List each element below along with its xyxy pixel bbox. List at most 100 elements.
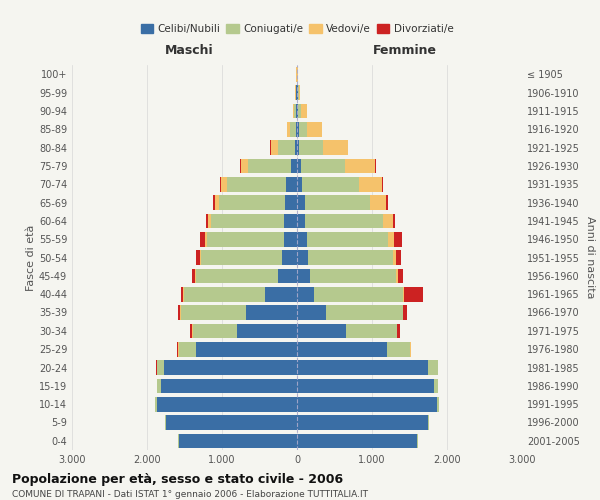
Bar: [297, 104, 298, 118]
Bar: [291, 158, 297, 173]
Bar: [166, 415, 297, 430]
Bar: [178, 305, 181, 320]
Bar: [282, 250, 297, 265]
Bar: [294, 104, 296, 118]
Bar: [195, 268, 196, 283]
Bar: [297, 305, 325, 320]
Bar: [181, 287, 184, 302]
Bar: [277, 140, 295, 155]
Bar: [297, 177, 302, 192]
Bar: [397, 250, 401, 265]
Bar: [325, 305, 403, 320]
Bar: [314, 287, 403, 302]
Bar: [286, 177, 297, 192]
Bar: [239, 158, 241, 173]
Bar: [296, 104, 297, 118]
Bar: [214, 195, 215, 210]
Y-axis label: Fasce di età: Fasce di età: [26, 224, 36, 290]
Legend: Celibi/Nubili, Coniugati/e, Vedovi/e, Divorziati/e: Celibi/Nubili, Coniugati/e, Vedovi/e, Di…: [136, 20, 458, 38]
Bar: [164, 415, 166, 430]
Bar: [157, 397, 297, 411]
Bar: [297, 342, 387, 356]
Bar: [207, 232, 284, 246]
Bar: [163, 360, 297, 375]
Bar: [205, 232, 207, 246]
Bar: [181, 305, 246, 320]
Bar: [248, 158, 291, 173]
Bar: [298, 85, 299, 100]
Bar: [227, 177, 286, 192]
Bar: [178, 434, 179, 448]
Bar: [208, 214, 211, 228]
Bar: [297, 158, 301, 173]
Bar: [297, 232, 307, 246]
Bar: [284, 214, 297, 228]
Bar: [382, 177, 383, 192]
Bar: [179, 434, 297, 448]
Bar: [155, 397, 157, 411]
Bar: [403, 305, 407, 320]
Bar: [398, 268, 403, 283]
Bar: [179, 342, 196, 356]
Bar: [297, 214, 305, 228]
Bar: [205, 214, 208, 228]
Bar: [394, 232, 402, 246]
Bar: [293, 104, 294, 118]
Bar: [296, 85, 297, 100]
Bar: [297, 378, 434, 393]
Bar: [397, 268, 398, 283]
Bar: [297, 85, 298, 100]
Bar: [196, 342, 297, 356]
Y-axis label: Anni di nascita: Anni di nascita: [585, 216, 595, 298]
Bar: [375, 158, 376, 173]
Bar: [297, 140, 299, 155]
Bar: [428, 360, 438, 375]
Bar: [241, 158, 248, 173]
Bar: [345, 158, 375, 173]
Bar: [201, 250, 282, 265]
Bar: [215, 195, 219, 210]
Bar: [297, 250, 308, 265]
Bar: [297, 360, 428, 375]
Bar: [265, 287, 297, 302]
Bar: [387, 342, 410, 356]
Bar: [297, 268, 310, 283]
Bar: [211, 214, 284, 228]
Bar: [417, 434, 418, 448]
Bar: [237, 324, 297, 338]
Bar: [346, 324, 397, 338]
Bar: [388, 232, 394, 246]
Bar: [297, 415, 428, 430]
Bar: [307, 232, 388, 246]
Bar: [403, 287, 404, 302]
Bar: [301, 158, 345, 173]
Bar: [290, 122, 296, 136]
Bar: [301, 104, 307, 118]
Text: Maschi: Maschi: [164, 44, 214, 58]
Bar: [310, 268, 397, 283]
Bar: [221, 177, 227, 192]
Bar: [287, 122, 290, 136]
Bar: [428, 415, 430, 430]
Bar: [196, 250, 200, 265]
Bar: [386, 195, 388, 210]
Bar: [295, 140, 297, 155]
Bar: [297, 324, 346, 338]
Bar: [246, 305, 297, 320]
Bar: [393, 214, 395, 228]
Bar: [404, 287, 423, 302]
Bar: [437, 397, 439, 411]
Bar: [278, 268, 297, 283]
Bar: [184, 287, 265, 302]
Bar: [285, 195, 297, 210]
Bar: [383, 214, 393, 228]
Bar: [299, 122, 307, 136]
Bar: [192, 268, 195, 283]
Bar: [220, 177, 221, 192]
Text: COMUNE DI TRAPANI - Dati ISTAT 1° gennaio 2006 - Elaborazione TUTTITALIA.IT: COMUNE DI TRAPANI - Dati ISTAT 1° gennai…: [12, 490, 368, 499]
Bar: [190, 324, 193, 338]
Text: Femmine: Femmine: [373, 44, 437, 58]
Bar: [219, 195, 285, 210]
Bar: [308, 250, 392, 265]
Bar: [297, 287, 314, 302]
